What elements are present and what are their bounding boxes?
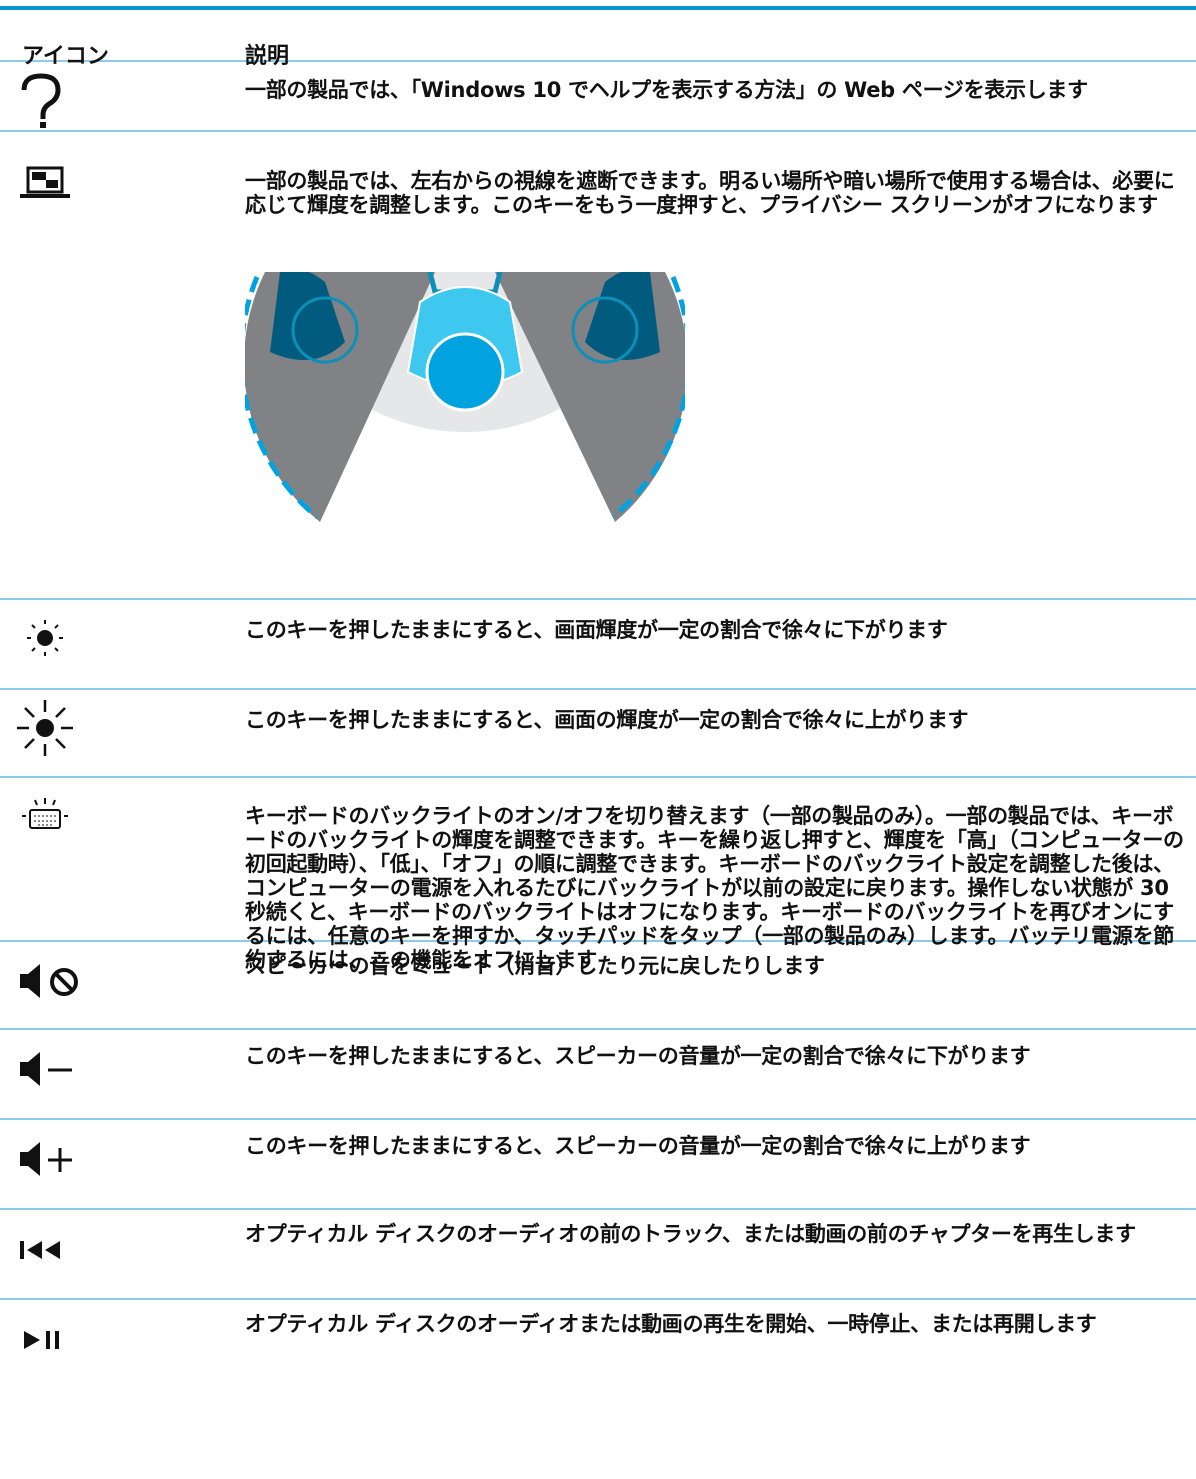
help-icon — [21, 73, 61, 128]
description: オプティカル ディスクのオーディオの前のトラック、または動画の前のチャプターを再… — [245, 1222, 1136, 1246]
header-cell: 説明 — [245, 44, 290, 69]
row: このキーを押したままにすると、スピーカーの音量が一定の割合で徐々に上がります — [0, 1120, 1196, 1210]
row: 一部の製品では、左右からの視線を遮断できます。明るい場所や暗い場所で使用する場合… — [0, 132, 1196, 600]
top-rule — [0, 6, 1196, 10]
description: スピーカーの音をミュート（消音）したり元に戻したりします — [245, 954, 825, 978]
description: 一部の製品では、「Windows 10 でヘルプを表示する方法」の Web ペー… — [245, 78, 1088, 102]
previous-track-icon — [20, 1241, 60, 1259]
volume-down-icon — [20, 1052, 72, 1086]
description: このキーを押したままにすると、スピーカーの音量が一定の割合で徐々に下がります — [245, 1044, 1031, 1068]
row: スピーカーの音をミュート（消音）したり元に戻したりします — [0, 942, 1196, 1030]
row: このキーを押したままにすると、画面の輝度が一定の割合で徐々に上がります — [0, 690, 1196, 778]
row: 一部の製品では、「Windows 10 でヘルプを表示する方法」の Web ペー… — [0, 62, 1196, 132]
privacy-icon — [20, 166, 70, 198]
mute-icon — [20, 964, 78, 998]
play-pause-icon — [24, 1331, 59, 1349]
description: このキーを押したままにすると、スピーカーの音量が一定の割合で徐々に上がります — [245, 1134, 1031, 1158]
volume-up-icon — [20, 1142, 72, 1176]
description: このキーを押したままにすると、画面輝度が一定の割合で徐々に下がります — [245, 618, 948, 642]
row: オプティカル ディスクのオーディオまたは動画の再生を開始、一時停止、または再開し… — [0, 1300, 1196, 1479]
description: このキーを押したままにすると、画面の輝度が一定の割合で徐々に上がります — [245, 708, 969, 732]
row: このキーを押したままにすると、スピーカーの音量が一定の割合で徐々に下がります — [0, 1030, 1196, 1120]
keyboard-backlight-icon — [22, 798, 68, 829]
brightness-down-icon — [27, 620, 63, 656]
row: キーボードのバックライトのオン/オフを切り替えます（一部の製品のみ）。一部の製品… — [0, 778, 1196, 972]
row: オプティカル ディスクのオーディオの前のトラック、または動画の前のチャプターを再… — [0, 1210, 1196, 1300]
row: このキーを押したままにすると、画面輝度が一定の割合で徐々に下がります — [0, 600, 1196, 690]
privacy-illustration — [245, 272, 685, 522]
description: オプティカル ディスクのオーディオまたは動画の再生を開始、一時停止、または再開し… — [245, 1312, 1097, 1336]
description: キーボードのバックライトのオン/オフを切り替えます（一部の製品のみ）。一部の製品… — [245, 804, 1184, 972]
description: 一部の製品では、左右からの視線を遮断できます。明るい場所や暗い場所で使用する場合… — [245, 169, 1175, 217]
brightness-up-icon — [17, 700, 73, 756]
header-row: アイコン 説明 — [0, 10, 1196, 69]
header-cell: アイコン — [22, 44, 109, 69]
